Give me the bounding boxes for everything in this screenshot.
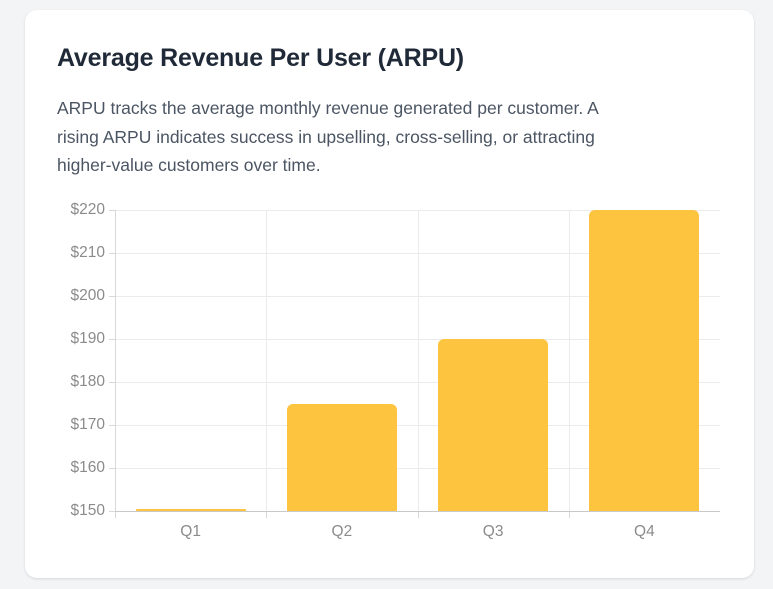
y-tick-label: $220 (70, 201, 105, 218)
y-axis-tick (109, 339, 115, 340)
y-tick-label: $200 (70, 287, 105, 304)
y-axis-tick (109, 253, 115, 254)
x-tick-label: Q2 (331, 523, 353, 540)
x-gridline (266, 210, 268, 511)
y-axis-tick (109, 382, 115, 383)
y-tick-label: $160 (70, 459, 105, 476)
x-axis-tick (417, 512, 419, 518)
y-axis-tick (109, 468, 115, 469)
x-gridline (568, 210, 570, 511)
x-tick-label: Q4 (634, 523, 655, 540)
arpu-metric-card: Average Revenue Per User (ARPU) ARPU tra… (25, 10, 754, 578)
y-tick-label: $170 (70, 416, 105, 433)
y-tick-label: $180 (70, 373, 105, 390)
y-tick-label: $210 (70, 244, 105, 261)
x-axis-tick (568, 512, 570, 518)
bar-q1[interactable] (135, 509, 246, 511)
y-axis-tick (109, 425, 115, 426)
x-axis-tick (266, 512, 268, 518)
y-axis-tick (109, 296, 115, 297)
y-axis-tick (109, 210, 115, 211)
bar-q3[interactable] (438, 339, 549, 511)
card-description: ARPU tracks the average monthly revenue … (57, 98, 599, 175)
card-title: Average Revenue Per User (ARPU) (57, 44, 464, 72)
y-tick-label: $190 (70, 330, 105, 347)
bar-q2[interactable] (286, 403, 397, 511)
bar-q4[interactable] (589, 210, 700, 511)
x-tick-label: Q3 (482, 523, 504, 540)
y-axis-line (115, 210, 116, 518)
y-axis-tick (109, 511, 115, 512)
x-axis-line (115, 511, 720, 512)
x-gridline (417, 210, 419, 511)
x-tick-label: Q1 (180, 523, 201, 540)
y-tick-label: $150 (70, 502, 105, 519)
